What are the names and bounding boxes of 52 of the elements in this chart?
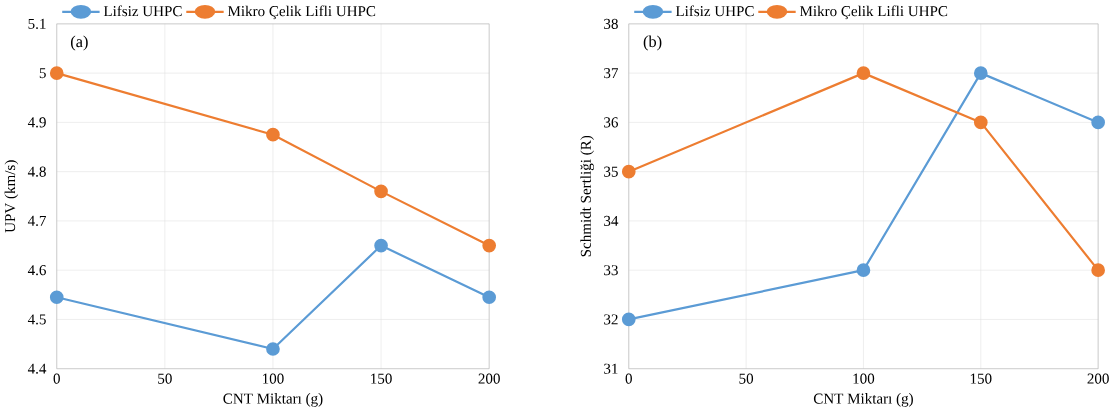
x-axis-title: CNT Miktarı (g): [223, 392, 323, 407]
legend-label: Mikro Çelik Lifli UHPC: [227, 5, 376, 20]
annotation: (b): [643, 35, 662, 51]
y-tick-label: 31: [604, 363, 618, 374]
point: [621, 164, 636, 179]
point: [482, 290, 497, 304]
x-tick-label: 200: [478, 373, 500, 384]
annotation: (a): [70, 35, 88, 51]
y-tick-label: 32: [604, 314, 618, 325]
y-tick-label: 4.6: [27, 264, 46, 276]
legend-label: Mikro Çelik Lifli UHPC: [799, 5, 948, 20]
y-tick-label: 5: [39, 67, 46, 78]
point: [482, 238, 497, 253]
y-tick-label: 35: [604, 166, 618, 177]
y-tick-label: 38: [604, 18, 618, 29]
point: [374, 184, 388, 199]
point: [973, 115, 988, 130]
point: [49, 290, 64, 304]
y-axis-title: Schmidt Sertliği (R): [580, 135, 594, 257]
x-tick-label: 150: [371, 373, 392, 384]
point: [374, 238, 388, 253]
legend-label: Lifsiz UHPC: [675, 5, 754, 17]
y-tick-label: 4.8: [27, 166, 46, 177]
y-tick-label: 4.9: [27, 117, 46, 128]
y-tick-label: 4.5: [27, 314, 46, 325]
point: [856, 66, 871, 80]
y-tick-label: 4.4: [27, 363, 47, 374]
x-tick-label: 200: [1087, 373, 1109, 384]
point: [1091, 263, 1105, 277]
point: [266, 127, 280, 142]
x-tick-label: 100: [853, 373, 875, 384]
y-tick-label: 5.1: [28, 18, 46, 29]
point: [266, 341, 280, 356]
legend-label: Lifsiz UHPC: [103, 5, 182, 17]
point: [856, 263, 871, 277]
x-tick-label: 150: [970, 373, 992, 384]
point: [1091, 115, 1105, 130]
point: [621, 312, 636, 327]
y-tick-label: 37: [604, 67, 619, 79]
x-axis-title: CNT Miktarı (g): [813, 392, 913, 407]
y-axis-title: UPV (km/s): [4, 160, 19, 233]
y-tick-label: 34: [604, 215, 619, 226]
x-tick-label: 0: [625, 373, 632, 384]
y-tick-label: 4.7: [27, 215, 46, 226]
y-tick-label: 33: [604, 264, 618, 276]
x-tick-label: 100: [263, 373, 284, 384]
x-tick-label: 50: [158, 373, 172, 384]
y-tick-label: 36: [604, 117, 619, 128]
point: [49, 66, 64, 80]
x-tick-label: 0: [53, 373, 60, 384]
point: [973, 66, 988, 80]
x-tick-label: 50: [739, 373, 754, 384]
